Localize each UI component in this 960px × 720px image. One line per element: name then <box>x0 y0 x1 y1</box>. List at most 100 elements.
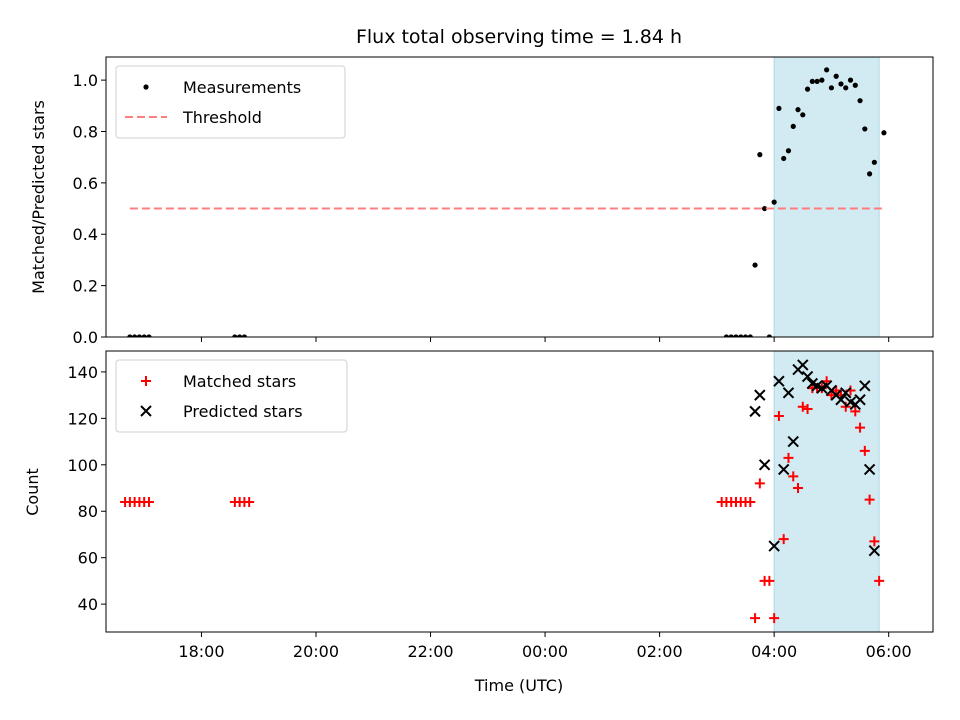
x-tick-label: 22:00 <box>407 642 453 661</box>
x-tick-label: 02:00 <box>637 642 683 661</box>
measurement-point <box>747 334 753 337</box>
axes-frame <box>105 350 934 633</box>
measurement-point <box>132 334 138 337</box>
y-tick-label: 0.0 <box>73 328 98 347</box>
measurement-point <box>742 334 749 337</box>
y-tick-label: 40 <box>78 595 98 614</box>
matched-star-point <box>788 471 799 482</box>
measurement-point <box>237 334 243 337</box>
predicted-star-point <box>863 463 876 476</box>
x-tick-label: 18:00 <box>178 642 224 661</box>
plot-area <box>127 57 887 337</box>
matched-star-point <box>750 613 761 624</box>
matched-star-point <box>855 422 866 433</box>
predicted-star-point <box>835 394 847 406</box>
legend-box <box>115 65 346 139</box>
predicted-star-point <box>868 545 881 557</box>
matched-star-point <box>859 445 870 456</box>
measurement-point <box>141 334 147 337</box>
measurement-point <box>871 159 877 165</box>
y-tick-label: 0.8 <box>73 122 98 141</box>
measurement-point <box>762 205 768 212</box>
matched-star-point <box>244 496 255 507</box>
x-tick-label: 06:00 <box>866 642 912 661</box>
matched-star-point <box>793 483 804 494</box>
predicted-star-point <box>782 387 795 399</box>
measurement-point <box>881 130 887 136</box>
measurement-point <box>847 77 854 83</box>
measurement-point <box>785 148 792 154</box>
measurement-point <box>804 86 811 92</box>
predicted-star-point <box>754 389 766 401</box>
measurement-point <box>838 81 844 87</box>
legend-box <box>115 359 348 433</box>
matched-star-point <box>143 496 154 507</box>
measurement-point <box>136 334 143 337</box>
y-tick-label: 100 <box>67 456 98 475</box>
series-measurements <box>127 67 887 337</box>
legend: Matched stars Predicted stars <box>115 359 348 433</box>
legend-label: Threshold <box>182 108 262 127</box>
y-tick-label: 80 <box>78 502 98 521</box>
predicted-star-point <box>840 387 852 399</box>
matched-star-point <box>778 534 789 545</box>
predicted-star-point <box>768 540 780 552</box>
legend-label: Measurements <box>183 78 301 97</box>
measurement-point <box>809 78 815 85</box>
matched-star-point <box>769 613 780 624</box>
y-tick-label: 0.2 <box>73 277 98 296</box>
matched-star-point <box>850 406 861 417</box>
measurement-point <box>852 82 858 88</box>
measurement-point <box>781 155 787 162</box>
legend: Measurements Threshold <box>115 65 346 139</box>
measurement-point <box>757 152 763 158</box>
x-tick-label: 20:00 <box>293 642 339 661</box>
matched-star-point <box>745 496 756 507</box>
measurement-point <box>241 334 248 337</box>
x-tick-label: 04:00 <box>751 642 797 661</box>
measurement-point <box>776 105 782 111</box>
predicted-star-point <box>777 463 790 476</box>
measurement-point <box>752 262 758 268</box>
measurement-point <box>127 334 133 337</box>
measurement-point <box>857 98 863 104</box>
legend-marker-measurements <box>143 84 149 90</box>
measurement-point <box>738 334 744 337</box>
y-tick-label: 0.4 <box>73 225 98 244</box>
series-predicted-stars <box>749 359 881 557</box>
measurement-point <box>232 334 238 337</box>
y-tick-label: 60 <box>78 549 98 568</box>
bottom-panel: 40 60 80 100 120 140 18:00 20:00 22:00 00:00 02:00… <box>67 350 934 661</box>
measurement-point <box>771 199 777 205</box>
matched-star-point <box>764 575 775 586</box>
top-y-axis-label: Matched/Predicted stars <box>29 100 48 294</box>
legend-label: Predicted stars <box>183 402 303 421</box>
measurement-point <box>862 126 868 132</box>
predicted-star-point <box>854 394 866 406</box>
matched-star-point <box>783 452 794 463</box>
measurement-point <box>146 334 152 337</box>
measurement-point <box>766 334 772 337</box>
measurement-point <box>867 171 873 177</box>
matched-star-point <box>754 478 765 489</box>
plot-area <box>120 351 885 632</box>
measurement-point <box>800 112 806 118</box>
legend-marker-predicted <box>140 405 152 417</box>
x-tick-label: 00:00 <box>522 642 568 661</box>
measurement-point <box>819 77 825 83</box>
matched-star-point <box>773 411 784 422</box>
top-panel: 0.0 0.2 0.4 0.6 0.8 1.0 Measurements Threshold <box>73 56 934 347</box>
legend-label: Matched stars <box>183 372 296 391</box>
matched-star-point <box>864 494 875 505</box>
predicted-star-point <box>787 435 799 448</box>
bottom-y-axis-label: Count <box>23 468 42 516</box>
chart-title: Flux total observing time = 1.84 h <box>356 26 682 48</box>
predicted-star-point <box>859 380 871 392</box>
predicted-star-point <box>749 405 761 418</box>
measurement-point <box>824 67 830 73</box>
measurement-point <box>828 85 835 91</box>
matched-star-point <box>869 536 880 547</box>
x-axis-label: Time (UTC) <box>474 676 563 695</box>
predicted-star-point <box>797 359 809 371</box>
y-tick-label: 140 <box>67 363 98 382</box>
